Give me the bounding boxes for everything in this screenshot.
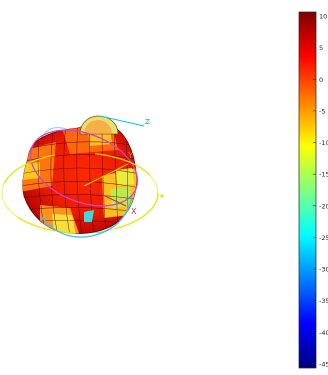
pattern-top-lobe-shade bbox=[84, 120, 112, 134]
colorbar-tick-label: 5 bbox=[319, 44, 323, 52]
z-axis-line bbox=[99, 115, 145, 127]
facet-left-yellow bbox=[22, 162, 40, 180]
colorbar-tick-label: -45 bbox=[319, 361, 328, 369]
x-axis-label: X bbox=[131, 207, 137, 216]
facet-bottom-yellow bbox=[52, 214, 76, 234]
y-axis-line bbox=[83, 163, 129, 187]
facet-right-lime bbox=[116, 168, 134, 186]
y-axis-marker bbox=[160, 194, 164, 198]
colorbar-gradient bbox=[298, 11, 317, 369]
colorbar-tick-label: -25 bbox=[319, 234, 328, 242]
facet-right-green bbox=[110, 186, 132, 208]
pattern-3d-plot: X Y Z bbox=[1, 115, 164, 238]
ring-xy bbox=[1, 152, 159, 234]
colorbar-tick-label: -15 bbox=[319, 171, 328, 179]
colorbar-tick-label: -40 bbox=[319, 329, 328, 337]
colorbar-tick-label: -20 bbox=[319, 202, 328, 210]
colorbar: 10 5 0 -5 -10 -15 -20 -25 -30 -35 -40 -45 bbox=[298, 11, 328, 369]
colorbar-tick-label: -10 bbox=[319, 139, 328, 147]
y-axis-label: Y bbox=[127, 151, 133, 160]
colorbar-tick-label: -35 bbox=[319, 297, 328, 305]
z-axis-label: Z bbox=[145, 118, 150, 126]
ring-yz bbox=[39, 195, 133, 238]
colorbar-tick-label: -5 bbox=[319, 107, 325, 115]
colorbar-tick-label: -30 bbox=[319, 266, 328, 274]
x-axis-line bbox=[83, 185, 127, 207]
colorbar-tick-label: 10 bbox=[319, 13, 327, 21]
ring-xz bbox=[29, 129, 139, 207]
colorbar-tick-label: 0 bbox=[319, 76, 323, 84]
facet-cyan bbox=[84, 210, 94, 222]
